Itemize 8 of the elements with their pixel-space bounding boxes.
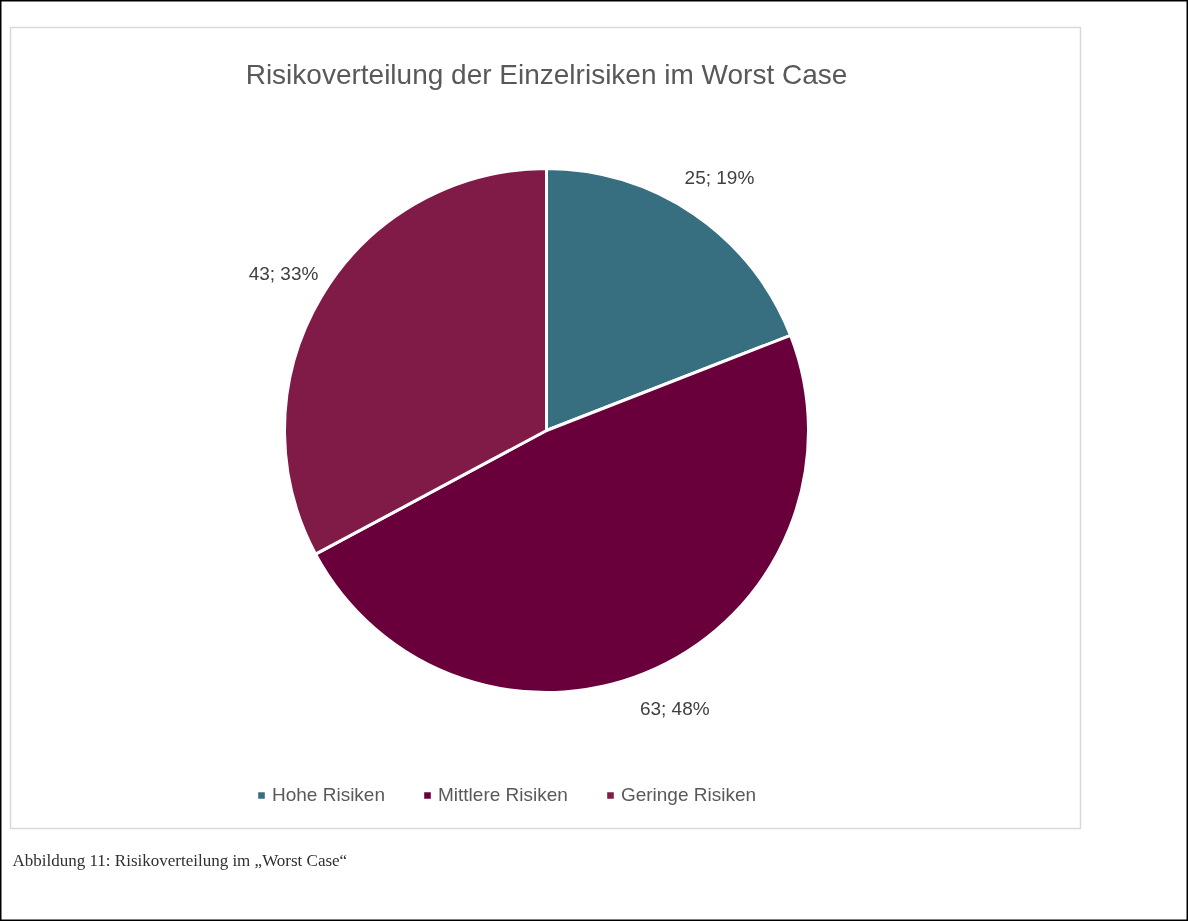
- legend-label: Hohe Risiken: [272, 784, 385, 806]
- text: Abbildung 11: Risikoverteilung im „Worst Case“: [12, 851, 348, 870]
- legend-label: Geringe Risiken: [620, 784, 757, 806]
- data-label: 63; 48%: [639, 698, 710, 720]
- chart-title: Risikoverteilung der Einzelrisiken im Worst Case: [245, 59, 848, 90]
- legend-label: Mittlere Risiken: [438, 784, 568, 806]
- data-label: 43; 33%: [248, 262, 319, 284]
- data-label: 25; 19%: [684, 166, 755, 188]
